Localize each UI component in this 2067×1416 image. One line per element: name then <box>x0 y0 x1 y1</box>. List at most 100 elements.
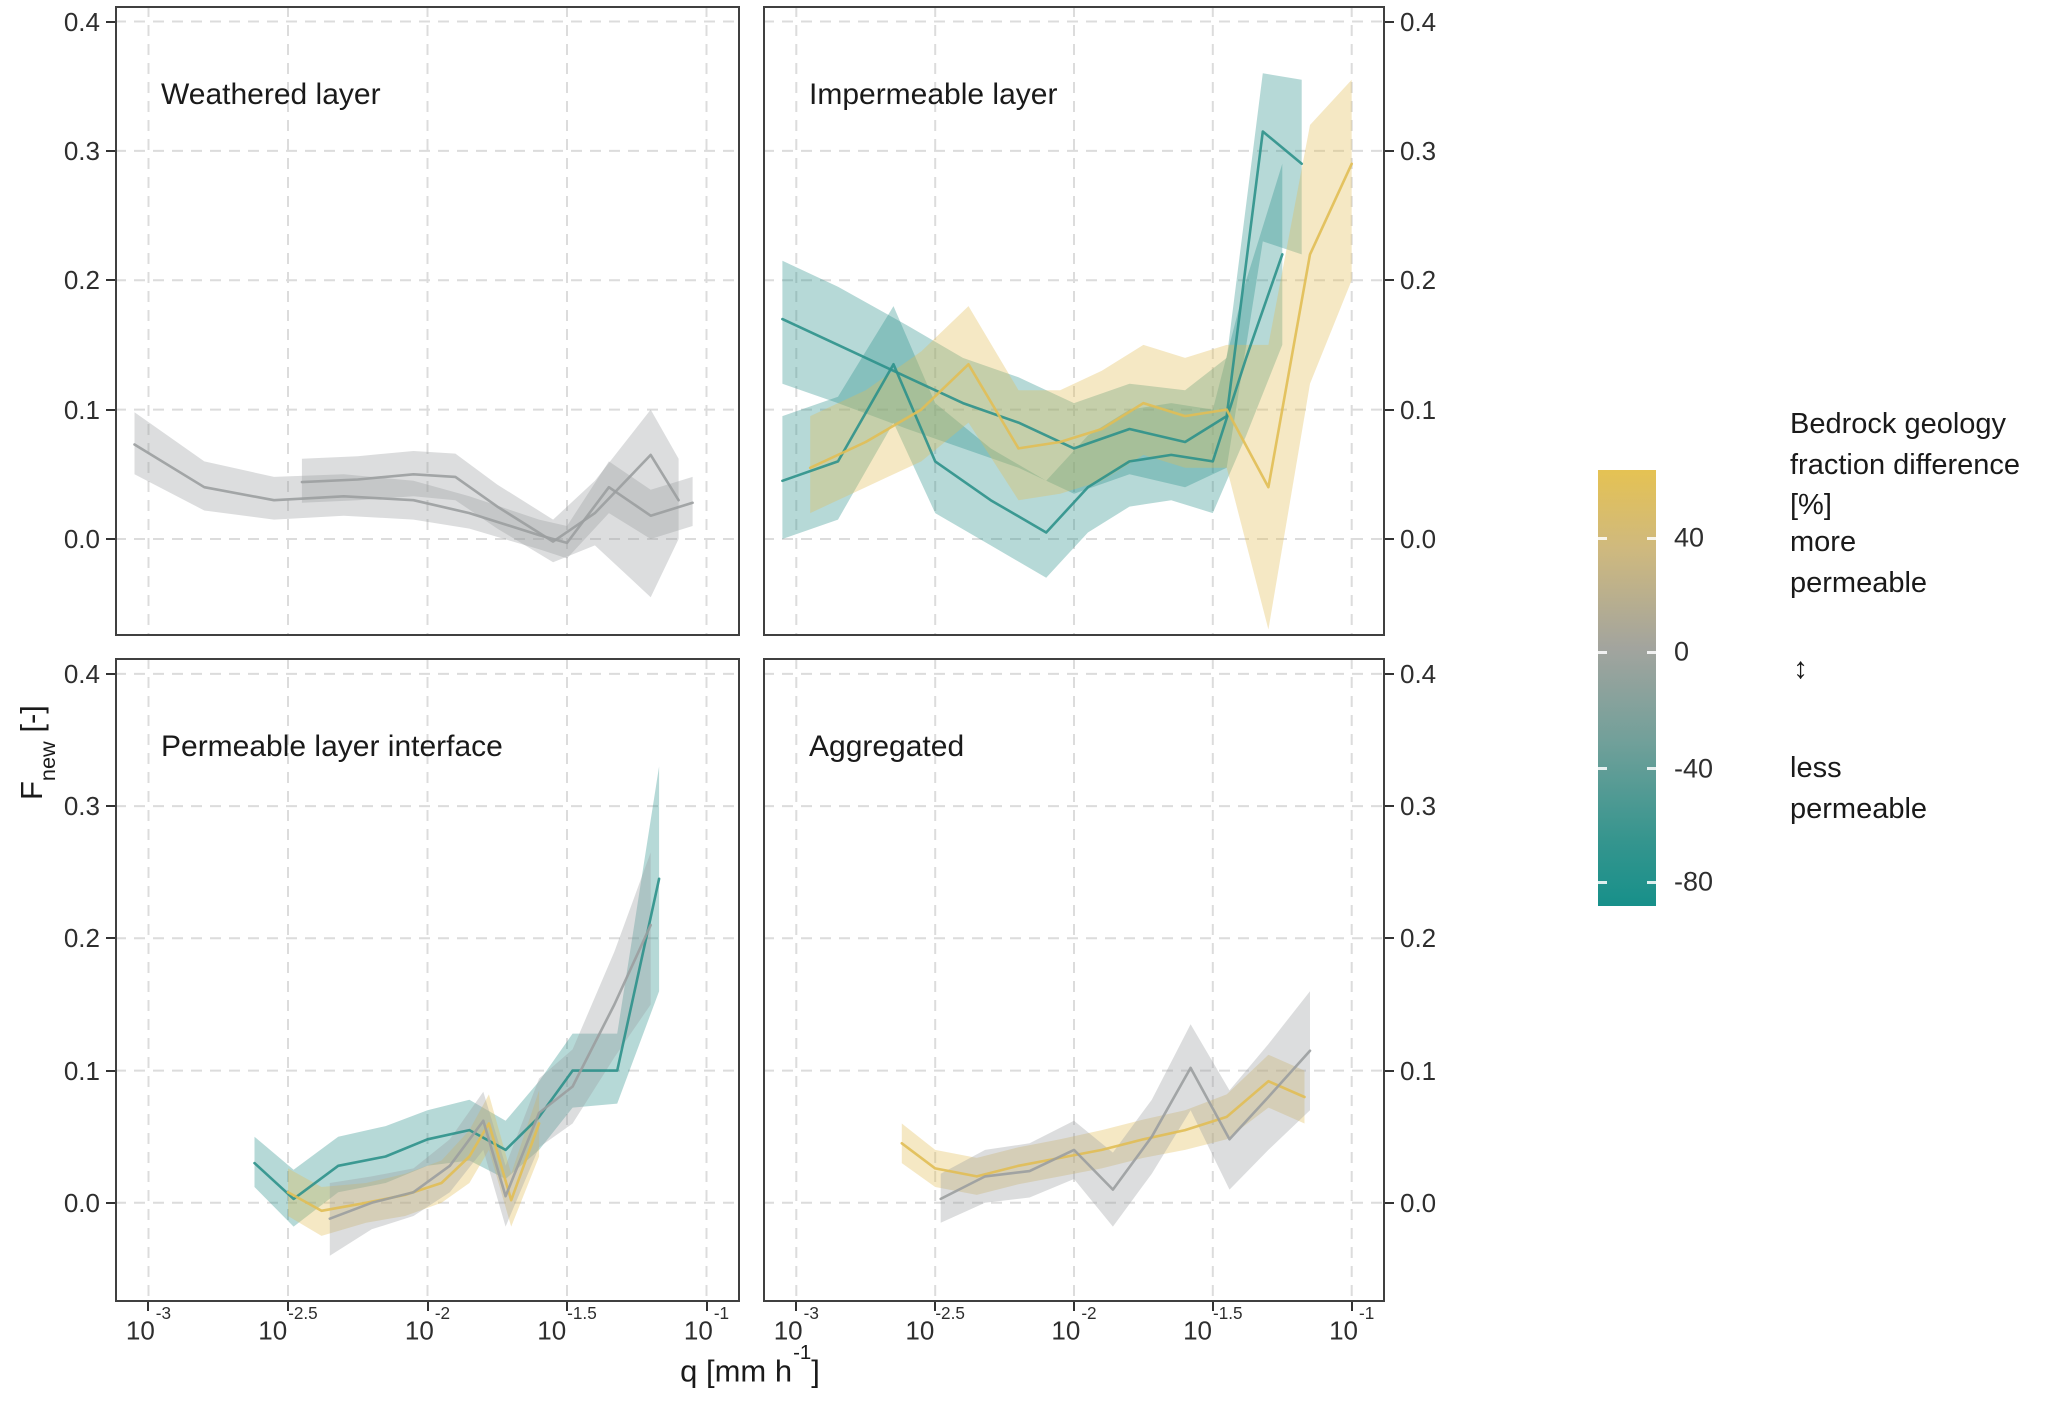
x-tick-base: 10 <box>683 1315 713 1346</box>
x-tick-label: 10-1 <box>1329 1305 1374 1346</box>
legend-note-more-line-2: permeable <box>1790 566 1928 599</box>
x-tick-label: 10-2.5 <box>905 1305 965 1346</box>
panel-title-weathered-layer: Weathered layer <box>161 78 381 111</box>
x-tick-mark <box>426 1302 429 1311</box>
plot-weathered-layer <box>115 6 740 636</box>
y-tick-mark <box>1385 937 1394 940</box>
colorbar-tick-mark <box>1598 880 1607 884</box>
y-tick-label: 0.2 <box>63 265 100 296</box>
y-tick-mark <box>1385 408 1394 411</box>
y-tick-mark <box>106 408 115 411</box>
x-axis-title: q [mm h-1] <box>115 1341 1385 1389</box>
y-tick-label: 0.4 <box>63 658 100 689</box>
plot-aggregated <box>763 658 1385 1302</box>
y-axis-title: Fnew [-] <box>14 705 60 800</box>
panel-permeable-layer-interface: Permeable layer interface <box>115 658 740 1302</box>
colorbar-tick-mark <box>1647 650 1656 654</box>
x-tick-label: 10-1.5 <box>537 1305 597 1346</box>
y-tick-mark <box>106 149 115 152</box>
y-tick-label: 0.3 <box>1400 135 1437 166</box>
y-tick-mark <box>1385 149 1394 152</box>
colorbar-tick-mark <box>1647 536 1656 540</box>
x-tick-exponent: -2.5 <box>288 1303 318 1324</box>
legend-tick-label: -40 <box>1674 753 1714 784</box>
legend-tick-label: 0 <box>1674 636 1690 667</box>
y-tick-mark <box>106 20 115 23</box>
panel-aggregated: Aggregated <box>763 658 1385 1302</box>
x-tick-mark <box>147 1302 150 1311</box>
panel-impermeable-layer: Impermeable layer <box>763 6 1385 636</box>
y-tick-mark <box>1385 1201 1394 1204</box>
y-tick-mark <box>1385 1069 1394 1072</box>
x-tick-base: 10 <box>1329 1315 1358 1346</box>
y-tick-mark <box>106 537 115 540</box>
panel-weathered-layer: Weathered layer <box>115 6 740 636</box>
x-tick-base: 10 <box>258 1315 288 1346</box>
y-tick-label: 0.3 <box>63 135 100 166</box>
y-tick-mark <box>106 1201 115 1204</box>
y-axis-label-sub: new <box>35 741 61 782</box>
y-tick-mark <box>106 279 115 282</box>
x-tick-label: 10-2 <box>1051 1305 1096 1344</box>
y-tick-label: 0.1 <box>1400 394 1437 425</box>
x-tick-exponent: -2.5 <box>935 1303 965 1324</box>
x-tick-base: 10 <box>773 1315 803 1346</box>
colorbar-tick-mark <box>1598 536 1607 540</box>
colorbar-tick-mark <box>1647 767 1656 771</box>
y-tick-mark <box>1385 279 1394 282</box>
x-tick-mark <box>705 1302 708 1311</box>
colorbar-tick-mark <box>1647 880 1656 884</box>
y-tick-mark <box>1385 805 1394 808</box>
x-tick-label: 10-3 <box>773 1305 819 1346</box>
y-tick-label: 0.0 <box>63 523 100 554</box>
x-tick-base: 10 <box>905 1315 935 1346</box>
legend-tick-label: -80 <box>1674 866 1714 897</box>
y-tick-mark <box>106 805 115 808</box>
x-tick-exponent: -2 <box>434 1303 451 1324</box>
x-tick-base: 10 <box>537 1315 567 1346</box>
x-tick-exponent: -3 <box>155 1303 172 1324</box>
y-tick-label: 0.4 <box>1400 658 1437 689</box>
x-tick-label: 10-1 <box>683 1305 729 1346</box>
x-axis-label-exponent: -1 <box>793 1340 812 1364</box>
y-tick-label: 0.1 <box>1400 1055 1437 1086</box>
y-tick-label: 0.3 <box>63 791 100 822</box>
x-axis-label-prefix: q [mm h <box>680 1353 793 1389</box>
y-tick-mark <box>106 937 115 940</box>
y-tick-label: 0.4 <box>63 6 100 37</box>
x-tick-exponent: -2 <box>1081 1303 1097 1324</box>
x-tick-mark <box>566 1302 568 1311</box>
y-tick-label: 0.2 <box>1400 923 1437 954</box>
legend-note-more-permeable: more permeable <box>1790 522 1927 603</box>
y-tick-label: 0.2 <box>63 923 100 954</box>
y-tick-label: 0.1 <box>63 394 100 425</box>
y-tick-mark <box>1385 20 1394 23</box>
x-tick-exponent: -1 <box>713 1303 730 1324</box>
x-tick-mark <box>795 1302 798 1311</box>
y-tick-mark <box>1385 672 1394 675</box>
x-tick-base: 10 <box>125 1315 155 1346</box>
x-tick-exponent: -3 <box>803 1303 819 1324</box>
y-tick-label: 0.1 <box>63 1055 100 1086</box>
x-tick-mark <box>1073 1302 1075 1311</box>
x-tick-exponent: -1 <box>1359 1303 1375 1324</box>
x-tick-label: 10-1.5 <box>1183 1305 1243 1346</box>
colorbar-tick-mark <box>1598 767 1607 771</box>
y-tick-label: 0.0 <box>1400 523 1437 554</box>
panel-title-aggregated: Aggregated <box>809 730 965 763</box>
legend-note-more-line-1: more <box>1790 526 1857 558</box>
plot-permeable-layer-interface <box>115 658 740 1302</box>
plot-impermeable-layer <box>763 6 1385 636</box>
x-tick-mark <box>1211 1302 1214 1311</box>
legend-title-line-1: Bedrock geology <box>1790 408 2007 440</box>
y-tick-mark <box>106 1069 115 1072</box>
x-tick-base: 10 <box>1183 1315 1212 1346</box>
x-tick-exponent: -1.5 <box>567 1303 597 1324</box>
y-tick-label: 0.0 <box>1400 1187 1437 1218</box>
x-tick-mark <box>1350 1302 1353 1311</box>
x-tick-label: 10-2 <box>405 1305 450 1344</box>
legend-note-less-permeable: less permeable <box>1790 748 1927 829</box>
legend-title-line-2: fraction difference [%] <box>1790 448 2020 522</box>
x-axis-label-suffix: ] <box>811 1353 820 1389</box>
